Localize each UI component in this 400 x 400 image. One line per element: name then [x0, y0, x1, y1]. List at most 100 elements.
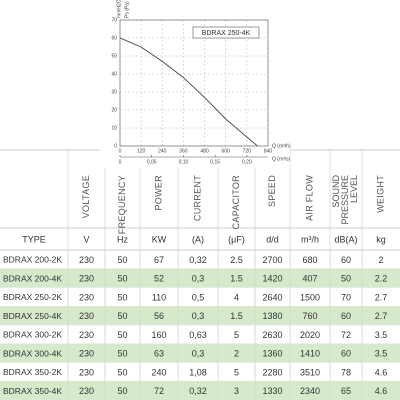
- cell-value: 1330: [262, 386, 282, 396]
- cell-value: 4: [234, 292, 239, 302]
- cell-value: 0,63: [189, 330, 207, 340]
- cell-value: 1380: [262, 311, 282, 321]
- row-type: BDRAX 350-2K: [3, 367, 62, 377]
- x-tick-label: 240: [158, 148, 167, 154]
- cell-value: 4.6: [375, 386, 388, 396]
- x-tick-label: 0: [119, 148, 122, 154]
- x2-tick-label: 0,05: [147, 159, 157, 165]
- row-type: BDRAX 300-2K: [3, 330, 62, 340]
- row-type: BDRAX 200-4K: [3, 273, 62, 283]
- cell-value: 2.2: [375, 274, 388, 284]
- unit-label: Hz: [117, 234, 128, 244]
- cell-value: 0,32: [189, 386, 207, 396]
- cell-value: 230: [79, 386, 94, 396]
- x-tick-label: 600: [222, 148, 231, 154]
- row-band: [0, 268, 400, 288]
- cell-value: 5: [234, 367, 239, 377]
- row-type: BDRAX 300-4K: [3, 348, 62, 358]
- cell-value: 3: [234, 386, 239, 396]
- cell-value: 2.5: [230, 255, 243, 265]
- cell-value: 3.5: [375, 349, 388, 359]
- x-tick-label: 840: [264, 148, 273, 154]
- row-type: BDRAX 250-4K: [3, 311, 62, 321]
- cell-value: 2020: [300, 330, 320, 340]
- unit-label: d/d: [266, 234, 279, 244]
- cell-value: 1.5: [230, 274, 243, 284]
- cell-value: 50: [341, 274, 351, 284]
- cell-value: 230: [79, 311, 94, 321]
- cell-value: 50: [117, 386, 127, 396]
- cell-value: 60: [341, 349, 351, 359]
- cell-value: 50: [117, 274, 127, 284]
- y-tick-label: 50: [111, 53, 117, 59]
- cell-value: 72: [341, 330, 351, 340]
- cell-value: 0,32: [189, 255, 207, 265]
- x2-tick-label: 0,15: [210, 159, 220, 165]
- cell-value: 230: [79, 274, 94, 284]
- plot-frame: [119, 19, 269, 147]
- cell-value: 50: [117, 292, 127, 302]
- cell-value: 50: [117, 255, 127, 265]
- cell-value: 407: [302, 274, 317, 284]
- cell-value: 3510: [300, 367, 320, 377]
- cell-value: 1,08: [189, 367, 207, 377]
- x2-tick-label: 0,10: [179, 159, 189, 165]
- cell-value: 2640: [262, 292, 282, 302]
- cell-value: 78: [341, 367, 351, 377]
- column-header: CAPACITOR: [231, 175, 241, 230]
- unit-label: (μF): [228, 234, 245, 244]
- cell-value: 2.7: [375, 311, 388, 321]
- cell-value: 2.7: [375, 292, 388, 302]
- cell-value: 65: [341, 386, 351, 396]
- curve: [119, 37, 258, 147]
- cell-value: 1.5: [230, 311, 243, 321]
- y-tick-label: 70: [111, 17, 117, 23]
- cell-value: 72: [154, 386, 164, 396]
- column-header: WEIGHT: [375, 175, 385, 213]
- x2-axis-label: Q (m³/s): [272, 156, 291, 162]
- cell-value: 56: [154, 311, 164, 321]
- cell-value: 50: [117, 311, 127, 321]
- cell-value: 680: [302, 255, 317, 265]
- cell-value: 230: [79, 367, 94, 377]
- cell-value: 2: [378, 255, 383, 265]
- y-tick-label: 0: [114, 143, 117, 149]
- y-tick-label: 60: [111, 35, 117, 41]
- chart-backdrop: [100, 0, 290, 168]
- row-type: BDRAX 350-4K: [3, 386, 62, 396]
- cell-value: 52: [154, 274, 164, 284]
- cell-value: 760: [302, 311, 317, 321]
- x-tick-label: 720: [243, 148, 252, 154]
- column-header: CURRENT: [192, 175, 202, 221]
- cell-value: 2280: [262, 367, 282, 377]
- cell-value: 240: [151, 367, 166, 377]
- cell-value: 63: [154, 349, 164, 359]
- x2-tick-label: 0,20: [242, 159, 252, 165]
- cell-value: 60: [341, 255, 351, 265]
- column-header: VOLTAGE: [81, 175, 91, 218]
- row-band: [0, 306, 400, 325]
- column-header: POWER: [153, 175, 163, 211]
- y-tick-label: 40: [111, 71, 117, 77]
- row-band: [0, 381, 400, 400]
- cell-value: 1410: [300, 349, 320, 359]
- cell-value: 60: [341, 311, 351, 321]
- cell-value: 1500: [300, 292, 320, 302]
- column-header: AIR FLOW: [304, 175, 314, 221]
- cell-value: 230: [79, 330, 94, 340]
- cell-value: 67: [154, 255, 164, 265]
- cell-value: 3.5: [375, 330, 388, 340]
- unit-label: TYPE: [22, 234, 46, 244]
- cell-value: 230: [79, 349, 94, 359]
- column-header: SOUNDPRESSURELEVEL: [331, 175, 359, 225]
- x2-tick-label: 0: [119, 159, 122, 165]
- unit-label: m³/h: [301, 234, 319, 244]
- cell-value: 1420: [262, 274, 282, 284]
- cell-value: 160: [151, 330, 166, 340]
- y-tick-label: 30: [111, 89, 117, 95]
- cell-value: 50: [117, 330, 127, 340]
- cell-value: 230: [79, 292, 94, 302]
- cell-value: 2700: [262, 255, 282, 265]
- cell-value: 230: [79, 255, 94, 265]
- model-box: [192, 26, 260, 39]
